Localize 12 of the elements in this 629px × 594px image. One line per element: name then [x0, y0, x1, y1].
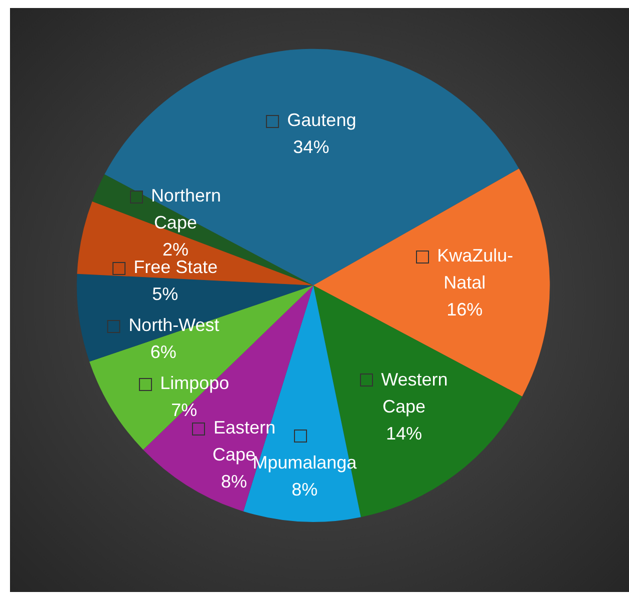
data-label: 14% [384, 422, 423, 446]
legend-label: KwaZulu-Natal [437, 246, 514, 293]
data-label: 8% [290, 478, 319, 502]
data-label: 16% [446, 298, 484, 322]
data-label: 34% [292, 136, 330, 160]
data-label: 8% [220, 471, 247, 492]
slice-label: Gauteng [287, 110, 356, 130]
legend-label: Western Cape [381, 369, 448, 416]
data-label: 6% [149, 340, 178, 364]
legend-label: North-West [128, 314, 220, 335]
legend-label: Northern Cape [150, 185, 221, 232]
data-label: 5% [151, 282, 180, 306]
